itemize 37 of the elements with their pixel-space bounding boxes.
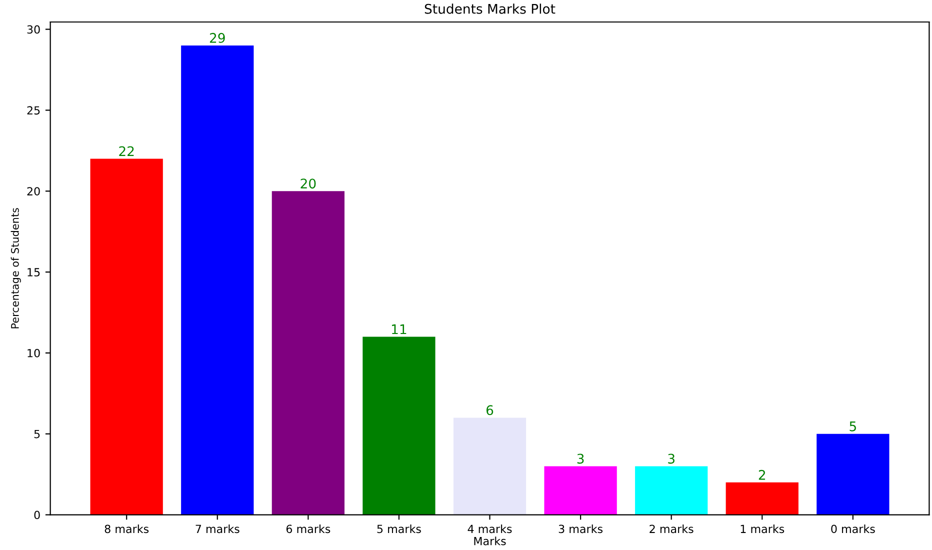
bar — [272, 191, 344, 515]
y-tick-label: 15 — [28, 268, 40, 276]
x-tick-label: 2 marks — [650, 524, 694, 534]
bar — [816, 434, 890, 515]
data-label: 11 — [392, 324, 406, 334]
bar — [362, 336, 436, 515]
x-tick-label: 6 marks — [286, 524, 330, 534]
chart-title: Students Marks Plot — [424, 4, 556, 14]
y-tick-label: 20 — [27, 187, 40, 196]
y-axis-title: Percentage of Students — [10, 208, 21, 328]
x-tick-label: 8 marks — [104, 524, 149, 534]
bar — [635, 466, 708, 515]
data-label: 5 — [850, 422, 856, 432]
data-label: 3 — [668, 454, 674, 464]
x-tick-label: 3 marks — [558, 524, 603, 534]
y-tick-label: 30 — [27, 25, 40, 34]
x-tick-label: 1 marks — [740, 524, 784, 534]
x-tick-label: 4 marks — [468, 524, 512, 534]
x-tick-label: 5 marks — [377, 524, 421, 534]
bar — [90, 158, 163, 515]
bar — [726, 482, 798, 515]
data-label: 6 — [486, 405, 494, 416]
data-label: 22 — [119, 146, 134, 156]
bar — [453, 418, 526, 515]
x-tick-label: 0 marks — [831, 524, 875, 534]
x-axis-title: Marks — [474, 536, 506, 546]
data-label: 29 — [210, 32, 225, 43]
y-tick-label: 10 — [28, 348, 40, 358]
data-label: 20 — [300, 178, 316, 189]
data-label: 3 — [577, 454, 584, 464]
bar — [544, 466, 617, 515]
y-tick-label: 5 — [34, 430, 40, 438]
bar — [181, 45, 254, 515]
data-label: 2 — [758, 470, 766, 480]
y-tick-label: 25 — [27, 106, 40, 115]
x-tick-label: 7 marks — [196, 524, 240, 534]
y-tick-label: 0 — [34, 510, 40, 520]
